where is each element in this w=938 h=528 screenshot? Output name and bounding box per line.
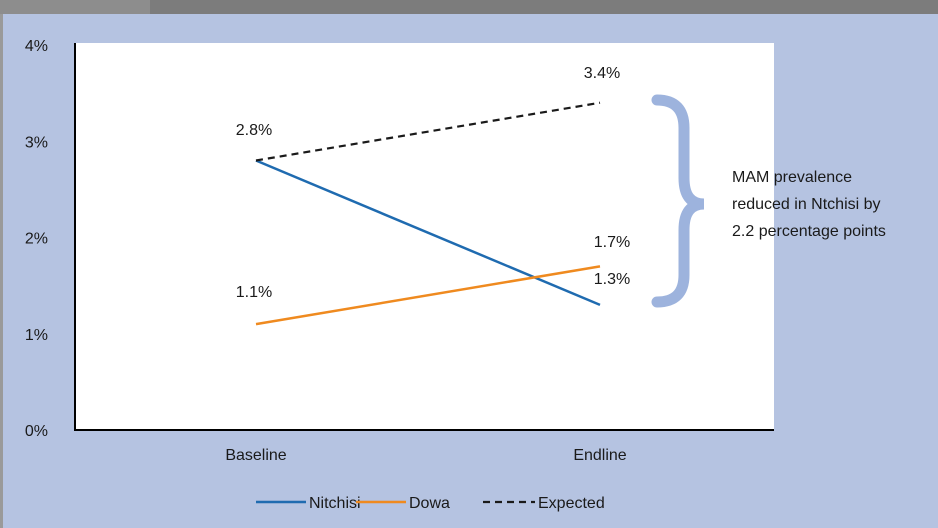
annotation-line-1: MAM prevalence: [732, 169, 852, 186]
series-lines: [255, 101, 601, 326]
y-tick-label: 0%: [25, 423, 48, 440]
series-line-nitchisi: [255, 159, 601, 307]
data-labels: 2.8% 1.3% 1.1% 1.7% 3.4%: [236, 65, 630, 301]
legend-label-nitchisi: Nitchisi: [309, 495, 361, 512]
data-label: 1.3%: [594, 271, 630, 288]
legend: Nitchisi Dowa Expected: [256, 495, 605, 512]
left-edge-rule: [0, 14, 3, 528]
y-tick-label: 1%: [25, 327, 48, 344]
y-tick-label: 4%: [25, 38, 48, 55]
series-line-dowa: [255, 265, 601, 326]
legend-label-dowa: Dowa: [409, 495, 450, 512]
data-label: 2.8%: [236, 122, 272, 139]
y-tick-label: 2%: [25, 231, 48, 248]
annotation-line-3: 2.2 percentage points: [732, 223, 886, 240]
annotation-text: MAM prevalence reduced in Ntchisi by 2.2…: [732, 169, 886, 240]
y-tick-label: 3%: [25, 134, 48, 151]
window-top-bar: [0, 0, 938, 14]
y-tick-labels: 0% 1% 2% 3% 4%: [25, 38, 48, 440]
data-label: 3.4%: [584, 65, 620, 82]
legend-label-expected: Expected: [538, 495, 605, 512]
x-tick-labels: Baseline Endline: [225, 447, 626, 464]
brace-shape: [651, 94, 705, 308]
window-top-tab: [0, 0, 150, 14]
x-tick-label: Baseline: [225, 447, 286, 464]
plot-area: [75, 43, 774, 430]
annotation-line-2: reduced in Ntchisi by: [732, 196, 881, 213]
x-tick-label: Endline: [573, 447, 626, 464]
series-line-expected: [255, 101, 601, 162]
data-label: 1.1%: [236, 284, 272, 301]
data-label: 1.7%: [594, 234, 630, 251]
